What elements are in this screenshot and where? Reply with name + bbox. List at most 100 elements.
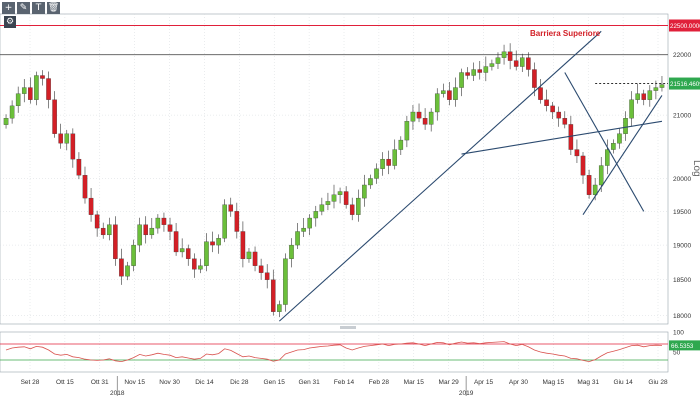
candle-body (100, 227, 106, 236)
candle-body (289, 244, 294, 259)
candle-body (277, 304, 282, 312)
y-tick-label: 20000 (673, 176, 691, 183)
x-tick-label: Gen 31 (298, 379, 320, 386)
candle-body (477, 69, 483, 73)
candle-body (574, 149, 580, 157)
x-tick-label: Apr 15 (474, 379, 494, 386)
candle-body (28, 87, 33, 100)
x-tick-label: Feb 28 (369, 379, 390, 386)
candle-body (283, 258, 288, 305)
time-axis: Set 28 Ott 15 Ott 31 Nov 15 Nov 30 Dic 14 Dic … (21, 376, 668, 397)
candle-body (623, 118, 628, 134)
x-tick-label: Mag 15 (542, 379, 564, 386)
log-scale-label: Log (691, 160, 700, 177)
trendlines (278, 30, 663, 322)
candle-body (635, 93, 640, 100)
y-tick-label: 21000 (673, 113, 691, 120)
x-tick-label: Dic 28 (230, 379, 249, 386)
candle-body (313, 211, 319, 219)
main-panel (0, 13, 669, 325)
candle-body (204, 241, 209, 266)
candle-body (210, 241, 215, 246)
candle-body (380, 158, 385, 169)
candle-body (422, 118, 428, 125)
candle-body (82, 175, 88, 199)
resistance-price-tag-bg (669, 19, 700, 32)
candle-body (192, 258, 197, 270)
candle-body (374, 168, 379, 179)
candle-body (453, 87, 458, 100)
candle-body (228, 204, 234, 212)
candle-body (392, 149, 398, 166)
candle-body (107, 224, 112, 236)
y-tick-label: 19000 (673, 243, 691, 250)
x-tick-label: Mar 29 (439, 379, 460, 386)
candle-body (40, 75, 45, 79)
trash-icon[interactable]: 🗑 (47, 2, 60, 14)
x-tick-label: Set 28 (21, 379, 40, 386)
candle-body (471, 69, 476, 76)
candle-body (9, 105, 15, 119)
x-tick-label: Dic 14 (195, 379, 214, 386)
candle-body (562, 118, 568, 125)
candle-body (349, 204, 355, 215)
year-label: 2019 (459, 390, 474, 397)
trendline-short-uptrend (582, 95, 663, 215)
candle-body (149, 227, 155, 236)
y-tick-label: 19500 (673, 209, 691, 216)
text-icon[interactable]: T (32, 2, 45, 14)
candle-body (52, 99, 57, 134)
candle-body (447, 90, 452, 100)
rsi-tick-label: 100 (673, 330, 684, 337)
candle-body (155, 217, 161, 229)
candle-body (598, 165, 604, 186)
candle-body (489, 63, 495, 67)
candle-body (94, 214, 100, 229)
gear-icon[interactable]: ⚙ (4, 16, 16, 28)
x-tick-label: Mag 31 (577, 379, 599, 386)
candle-body (592, 184, 598, 195)
candle-body (185, 248, 191, 259)
candle-body (343, 191, 349, 205)
candle-body (319, 204, 325, 212)
x-tick-label: Giu 14 (614, 379, 634, 386)
candle-body (617, 133, 622, 144)
resistance-name: Barriera Superiore (530, 29, 601, 38)
x-tick-label: Gen 15 (264, 379, 286, 386)
candle-body (252, 251, 258, 266)
panel-splitter[interactable] (340, 326, 356, 329)
crosshair-icon[interactable]: + (2, 2, 15, 14)
candle-body (459, 72, 464, 88)
resistance-price-tag: 22500.0000 (670, 23, 700, 30)
candle-body (198, 265, 203, 270)
candle-body (568, 124, 574, 150)
candle-body (131, 244, 136, 266)
trendline-main-uptrend (278, 30, 602, 322)
candle-body (659, 84, 665, 88)
price-axis: 18000 18500 19000 19500 20000 21000 22000 (673, 52, 691, 320)
candle-body (234, 211, 240, 232)
candle-body (337, 191, 343, 195)
candle-body (222, 204, 227, 239)
candle-body (137, 224, 142, 246)
candle-body (398, 139, 404, 150)
candle-body (611, 143, 616, 150)
candle-body (143, 224, 149, 236)
candle-body (519, 57, 525, 67)
candle-body (167, 224, 173, 232)
rsi-panel (0, 331, 669, 373)
candle-body (88, 197, 94, 215)
x-tick-label: Nov 30 (159, 379, 180, 386)
x-tick-label: Mar 15 (404, 379, 425, 386)
x-tick-label: Ott 31 (91, 379, 109, 386)
candle-body (331, 194, 337, 202)
candle-body (641, 93, 647, 100)
candle-body (46, 78, 51, 100)
x-tick-label: Giu 28 (648, 379, 668, 386)
candle-body (386, 158, 391, 166)
candle-body (507, 51, 513, 61)
candle-body (428, 111, 434, 125)
candle-body (483, 66, 489, 73)
candle-body (34, 75, 39, 100)
pencil-icon[interactable]: ✎ (17, 2, 30, 14)
